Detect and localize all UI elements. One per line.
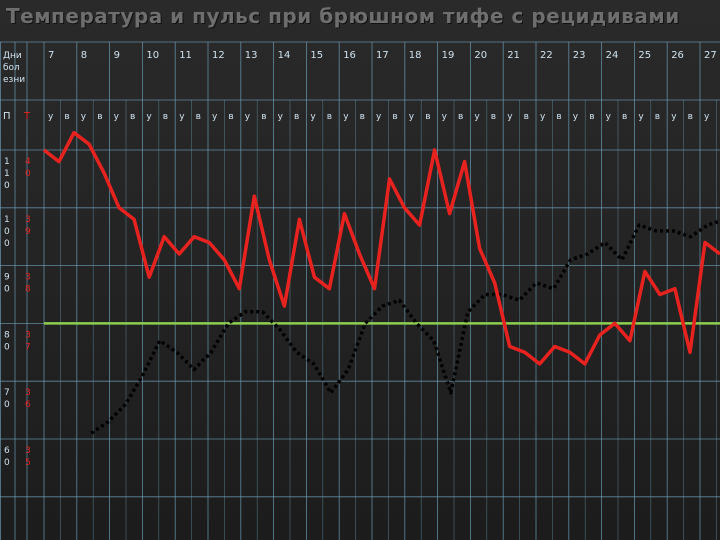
evening-label: в [425, 112, 430, 122]
day-label: 27 [704, 50, 717, 61]
morning-label: у [606, 112, 612, 122]
temp-tick: 3 [25, 388, 31, 398]
temp-tick: 3 [25, 215, 31, 225]
evening-label: в [327, 112, 332, 122]
morning-label: у [245, 112, 251, 122]
day-label: 14 [278, 50, 291, 61]
day-label: 18 [409, 50, 422, 61]
day-label: 24 [606, 50, 619, 61]
evening-label: в [130, 112, 135, 122]
day-label: 15 [310, 50, 323, 61]
morning-label: у [442, 112, 448, 122]
morning-label: у [638, 112, 644, 122]
evening-label: в [556, 112, 561, 122]
day-label: 12 [212, 50, 225, 61]
evening-label: в [196, 112, 201, 122]
day-label: 10 [146, 50, 159, 61]
day-label: 22 [540, 50, 553, 61]
morning-label: у [146, 112, 152, 122]
pulse-tick: 6 [4, 446, 10, 456]
morning-label: у [474, 112, 480, 122]
evening-label: в [392, 112, 397, 122]
day-label: 21 [507, 50, 520, 61]
evening-label: в [360, 112, 365, 122]
evening-label: в [64, 112, 69, 122]
evening-label: в [655, 112, 660, 122]
corner-label: езни [3, 75, 25, 85]
morning-label: у [114, 112, 120, 122]
evening-label: в [491, 112, 496, 122]
day-label: 23 [573, 50, 586, 61]
temp-tick: 3 [25, 273, 31, 283]
temp-tick: 5 [25, 458, 31, 468]
day-label: 20 [474, 50, 487, 61]
morning-label: у [540, 112, 546, 122]
morning-label: у [573, 112, 579, 122]
day-label: 16 [343, 50, 356, 61]
temperature-line [42, 130, 720, 366]
evening-label: в [163, 112, 168, 122]
temp-header: Т [23, 111, 31, 122]
evening-label: в [97, 112, 102, 122]
temp-tick: 3 [25, 330, 31, 340]
morning-label: у [212, 112, 218, 122]
morning-label: у [376, 112, 382, 122]
morning-label: у [310, 112, 316, 122]
morning-label: у [48, 112, 54, 122]
evening-label: в [261, 112, 266, 122]
day-label: 11 [179, 50, 192, 61]
pulse-tick: 0 [4, 400, 10, 410]
corner-label: бол [3, 63, 20, 73]
evening-label: в [524, 112, 529, 122]
evening-label: в [228, 112, 233, 122]
pulse-tick: 0 [4, 458, 10, 468]
pulse-tick: 9 [4, 273, 10, 283]
pulse-tick: 1 [4, 169, 10, 179]
evening-label: в [622, 112, 627, 122]
evening-label: в [589, 112, 594, 122]
pulse-line [90, 219, 720, 435]
temp-tick: 6 [25, 400, 31, 410]
day-label: 25 [638, 50, 651, 61]
evening-label: в [688, 112, 693, 122]
chart-title: Температура и пульс при брюшном тифе с р… [6, 4, 680, 28]
pulse-tick: 1 [4, 157, 10, 167]
day-label: 17 [376, 50, 389, 61]
temp-tick: 4 [25, 157, 31, 167]
morning-label: у [507, 112, 513, 122]
pulse-tick: 0 [4, 181, 10, 191]
pulse-tick: 0 [4, 285, 10, 295]
day-label: 9 [114, 50, 120, 61]
morning-label: у [409, 112, 415, 122]
corner-label: Дни [3, 51, 22, 61]
day-label: 26 [671, 50, 684, 61]
pulse-tick: 0 [4, 227, 10, 237]
temp-tick: 7 [25, 342, 31, 352]
day-label: 7 [48, 50, 54, 61]
pulse-tick: 0 [4, 342, 10, 352]
morning-label: у [81, 112, 87, 122]
temp-tick: 9 [25, 227, 31, 237]
pulse-tick: 7 [4, 388, 10, 398]
morning-label: у [278, 112, 284, 122]
morning-label: у [671, 112, 677, 122]
temp-tick: 0 [25, 169, 31, 179]
day-label: 13 [245, 50, 258, 61]
morning-label: у [704, 112, 710, 122]
temp-tick: 3 [25, 446, 31, 456]
morning-label: у [179, 112, 185, 122]
day-label: 8 [81, 50, 87, 61]
day-label: 19 [442, 50, 455, 61]
pulse-tick: 0 [4, 239, 10, 249]
evening-label: в [458, 112, 463, 122]
temp-tick: 8 [25, 285, 31, 295]
pulse-tick: 8 [4, 330, 10, 340]
morning-label: у [343, 112, 349, 122]
pulse-header: П [3, 111, 11, 122]
pulse-tick: 1 [4, 215, 10, 225]
evening-label: в [294, 112, 299, 122]
